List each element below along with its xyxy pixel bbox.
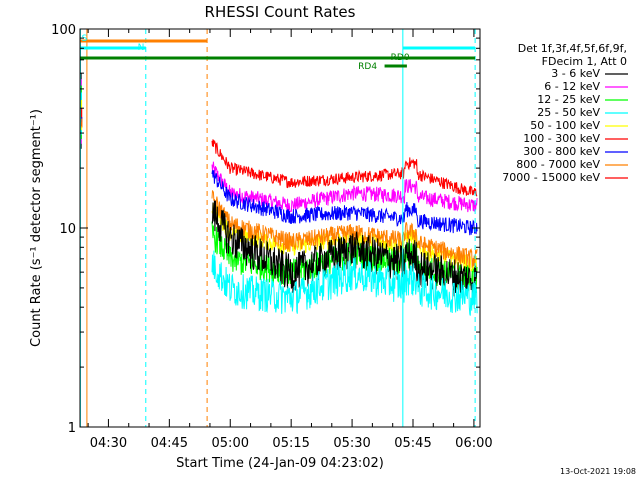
flag-label-s: S (82, 34, 88, 44)
series-line-3to6keV (211, 200, 478, 301)
legend-entry-label: 800 - 7000 keV (516, 158, 600, 171)
legend-entry-label: 3 - 6 keV (551, 67, 600, 80)
x-tick-label: 05:45 (394, 436, 431, 451)
series-line-100to300keV (211, 139, 478, 197)
legend-entry-label: 300 - 800 keV (523, 145, 600, 158)
x-tick-label: 05:30 (333, 436, 370, 451)
y-tick-label: 10 (59, 222, 76, 237)
y-tick-label: 1 (68, 421, 76, 436)
legend-entry-label: 6 - 12 keV (544, 80, 600, 93)
y-axis: 1 10 100 (51, 23, 480, 436)
x-axis: 04:30 04:45 05:00 05:15 05:30 05:45 06:00 (87, 29, 493, 451)
series-line-6to12keV (211, 161, 478, 213)
legend-entry-label: 12 - 25 keV (537, 93, 600, 106)
legend-entry-label: 25 - 50 keV (537, 106, 600, 119)
series-line-25to50keV (211, 250, 478, 316)
legend-header-line: Det 1f,3f,4f,5f,6f,9f, (518, 42, 627, 55)
series-group (80, 73, 478, 316)
footer-timestamp: 13-Oct-2021 19:08 (560, 467, 636, 476)
x-tick-label: 05:15 (272, 436, 309, 451)
y-tick-label: 100 (51, 23, 76, 38)
x-tick-label: 04:30 (90, 436, 127, 451)
x-tick-label: 06:00 (455, 436, 492, 451)
legend-entry-label: 7000 - 15000 keV (502, 171, 600, 184)
x-tick-label: 05:00 (212, 436, 249, 451)
legend-header-line: FDecim 1, Att 0 (542, 55, 627, 68)
legend: Det 1f,3f,4f,5f,6f,9f,FDecim 1, Att 03 -… (502, 42, 628, 184)
legend-entry-label: 100 - 300 keV (523, 132, 600, 145)
flag-label-rd0: RD0 (391, 53, 410, 63)
chart-title: RHESSI Count Rates (205, 3, 356, 21)
x-axis-label: Start Time (24-Jan-09 04:23:02) (176, 456, 384, 471)
flag-label-rd4: RD4 (358, 62, 377, 72)
series-line-300to800keV (211, 169, 478, 236)
y-axis-label: Count Rate (s⁻¹ detector segment⁻¹) (29, 109, 44, 347)
flag-label-n: N (138, 43, 145, 53)
legend-entry-label: 50 - 100 keV (530, 119, 600, 132)
series-line-800to7000keV (211, 190, 478, 268)
plot-frame (79, 28, 481, 428)
x-tick-label: 04:45 (151, 436, 188, 451)
